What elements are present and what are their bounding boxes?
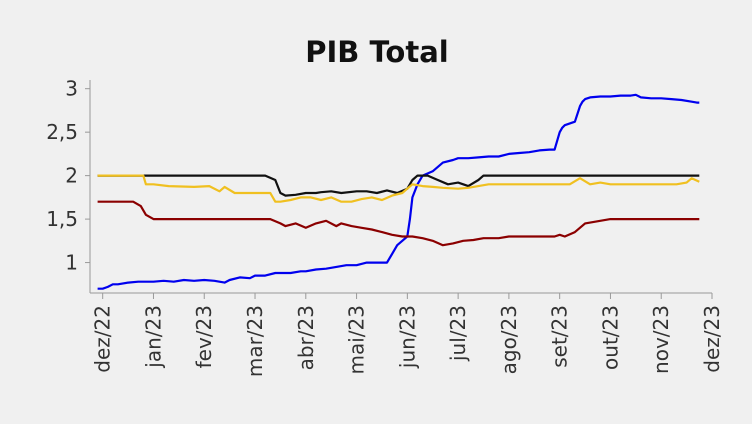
- x-tick-label: ago/23: [497, 305, 521, 374]
- y-ticks: 1 1,5 2 2,5 3: [46, 77, 90, 275]
- x-ticks: dez/22 jan/23 fev/23 mar/23 abr/23 mai/23 jun/…: [91, 293, 724, 377]
- x-tick-label: mar/23: [243, 305, 267, 377]
- series-line-0: [97, 93, 700, 290]
- series-group: [97, 93, 700, 290]
- x-tick-label: jul/23: [446, 305, 470, 362]
- series-line-1: [97, 174, 700, 197]
- y-tick-label: 2,5: [46, 120, 78, 144]
- x-tick-label: fev/23: [192, 305, 216, 368]
- y-tick-label: 1: [65, 251, 78, 275]
- x-tick-label: jan/23: [141, 305, 165, 369]
- y-tick-label: 3: [65, 77, 78, 101]
- x-tick-label: mai/23: [345, 305, 369, 374]
- series-line-3: [97, 200, 700, 247]
- y-tick-label: 2: [65, 164, 78, 188]
- x-tick-label: out/23: [598, 305, 622, 370]
- x-tick-label: abr/23: [294, 305, 318, 370]
- y-tick-label: 1,5: [46, 207, 78, 231]
- x-tick-label: dez/23: [700, 305, 724, 373]
- x-tick-label: dez/22: [91, 305, 115, 373]
- x-tick-label: set/23: [548, 305, 572, 368]
- axes: [89, 80, 712, 294]
- x-tick-label: nov/23: [649, 305, 673, 374]
- series-line-2: [97, 174, 700, 203]
- chart-title: PIB Total: [305, 35, 448, 69]
- x-tick-label: jun/23: [395, 305, 419, 369]
